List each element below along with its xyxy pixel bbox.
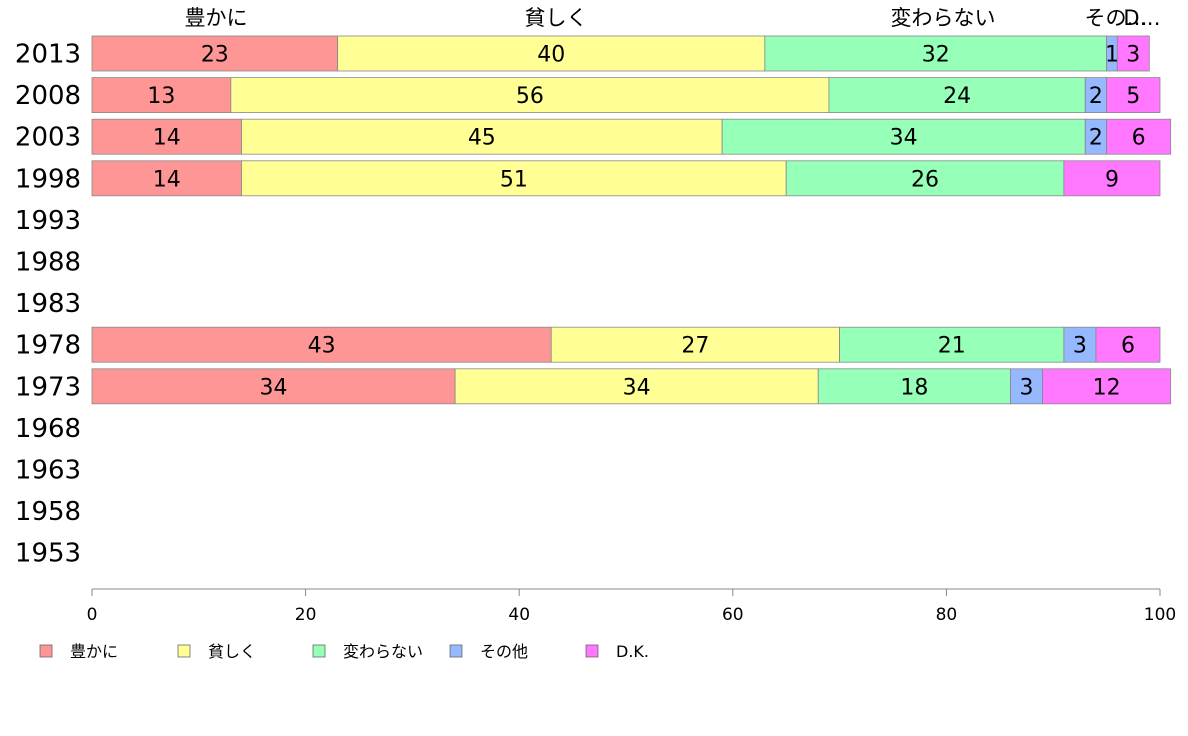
data-label-2008-0: 13 — [147, 84, 175, 109]
data-label-2013-1: 40 — [537, 43, 565, 68]
bar-segment-1978-3 — [1063, 326, 1097, 363]
bar-segment-1978-4 — [1095, 326, 1161, 363]
data-label-2003-3: 2 — [1089, 126, 1103, 151]
bar-segment-1998-0 — [91, 160, 242, 197]
data-label-2013-3: 1 — [1105, 43, 1119, 68]
data-label-1973-1: 34 — [623, 375, 651, 400]
legend-swatch-0 — [39, 644, 53, 658]
bar-segment-2013-1 — [337, 35, 766, 72]
year-label-1998: 1998 — [15, 164, 81, 194]
bar-segment-2003-1 — [241, 118, 723, 155]
legend-swatch-4 — [585, 644, 599, 658]
data-label-1978-1: 27 — [681, 334, 709, 359]
data-label-2003-0: 14 — [153, 126, 181, 151]
data-label-2008-4: 5 — [1126, 84, 1140, 109]
data-label-1978-0: 43 — [308, 334, 336, 359]
legend-label-3: その他 — [480, 642, 528, 661]
bar-segment-1998-4 — [1063, 160, 1161, 197]
top-label-1: 貧しく — [525, 6, 588, 30]
legend-swatch-3 — [449, 644, 463, 658]
legend-swatch-1 — [177, 644, 191, 658]
legend-label-0: 豊かに — [70, 642, 118, 661]
top-label-3: その… — [1085, 6, 1148, 30]
year-label-1988: 1988 — [15, 248, 81, 278]
data-label-1998-4: 9 — [1105, 167, 1119, 192]
year-label-1973: 1973 — [15, 372, 81, 402]
data-label-1973-0: 34 — [260, 375, 288, 400]
bar-segment-1973-2 — [817, 368, 1011, 405]
legend-label-4: D.K. — [616, 642, 649, 661]
x-tick-label-3: 60 — [722, 605, 744, 625]
data-label-2003-4: 6 — [1132, 126, 1146, 151]
bar-segment-1978-1 — [550, 326, 840, 363]
data-label-2008-2: 24 — [943, 84, 971, 109]
bar-segment-2013-0 — [91, 35, 339, 72]
x-tick-label-0: 0 — [87, 605, 98, 625]
data-label-1998-2: 26 — [911, 167, 939, 192]
bar-segment-2008-1 — [230, 77, 830, 113]
data-label-2003-1: 45 — [468, 126, 496, 151]
x-tick-label-5: 100 — [1144, 605, 1176, 625]
data-label-2013-0: 23 — [201, 43, 229, 68]
year-label-2013: 2013 — [15, 40, 81, 70]
legend-swatch-2 — [312, 644, 326, 658]
data-label-2008-3: 2 — [1089, 84, 1103, 109]
bar-segment-2003-4 — [1106, 118, 1172, 155]
data-label-1978-4: 6 — [1121, 334, 1135, 359]
legend: 豊かに 貧しく 変わらない その他 D.K. — [39, 642, 649, 661]
data-label-1978-2: 21 — [938, 334, 966, 359]
data-label-1973-3: 3 — [1020, 375, 1034, 400]
bar-segment-1998-2 — [785, 160, 1065, 197]
year-label-1993: 1993 — [15, 206, 81, 236]
year-label-1958: 1958 — [15, 497, 81, 527]
bar-segment-2003-2 — [721, 118, 1086, 155]
year-label-1983: 1983 — [15, 289, 81, 319]
data-label-1973-2: 18 — [900, 375, 928, 400]
bar-segment-2008-0 — [91, 77, 232, 113]
bars: 23 40 32 1 313 56 24 2 514 45 34 2 614 51 26 943 27 21 3 63… — [91, 35, 1172, 405]
legend-label-1: 貧しく — [208, 642, 256, 661]
bar-segment-2008-2 — [828, 77, 1086, 113]
bar-segment-2013-4 — [1116, 35, 1150, 72]
year-labels: 2013 2008 2003 1998 1993 1988 1983 1978 1973 1968… — [15, 40, 81, 569]
top-series-labels: 豊かに 貧しく 変わらない その…D… — [185, 6, 1161, 30]
year-label-1978: 1978 — [15, 331, 81, 361]
data-label-2003-2: 34 — [890, 126, 918, 151]
year-label-1953: 1953 — [15, 539, 81, 569]
year-label-1963: 1963 — [15, 456, 81, 486]
year-label-1968: 1968 — [15, 414, 81, 444]
bar-segment-1973-0 — [91, 368, 456, 405]
data-label-1978-3: 3 — [1073, 334, 1087, 359]
top-label-2: 変わらない — [891, 6, 996, 30]
bar-segment-2008-4 — [1106, 77, 1161, 113]
x-tick-label-2: 40 — [508, 605, 530, 625]
x-axis: 0 20 40 60 80 100 — [87, 588, 1176, 625]
bar-segment-1998-1 — [241, 160, 787, 197]
bar-segment-1973-4 — [1042, 368, 1172, 405]
bar-segment-2013-2 — [764, 35, 1108, 72]
bar-segment-1973-3 — [1010, 368, 1043, 405]
data-label-2013-4: 3 — [1126, 43, 1140, 68]
data-label-2008-1: 56 — [516, 84, 544, 109]
data-label-2013-2: 32 — [922, 43, 950, 68]
year-label-2003: 2003 — [15, 123, 81, 153]
top-label-4: D… — [1123, 6, 1160, 30]
top-label-0: 豊かに — [185, 6, 248, 30]
x-tick-label-4: 80 — [936, 605, 958, 625]
data-label-1998-1: 51 — [500, 167, 528, 192]
x-tick-label-1: 20 — [295, 605, 317, 625]
year-label-2008: 2008 — [15, 81, 81, 111]
data-label-1998-0: 14 — [153, 167, 181, 192]
bar-segment-1978-2 — [839, 326, 1065, 363]
data-label-1973-4: 12 — [1093, 375, 1121, 400]
legend-label-2: 変わらない — [343, 642, 423, 661]
